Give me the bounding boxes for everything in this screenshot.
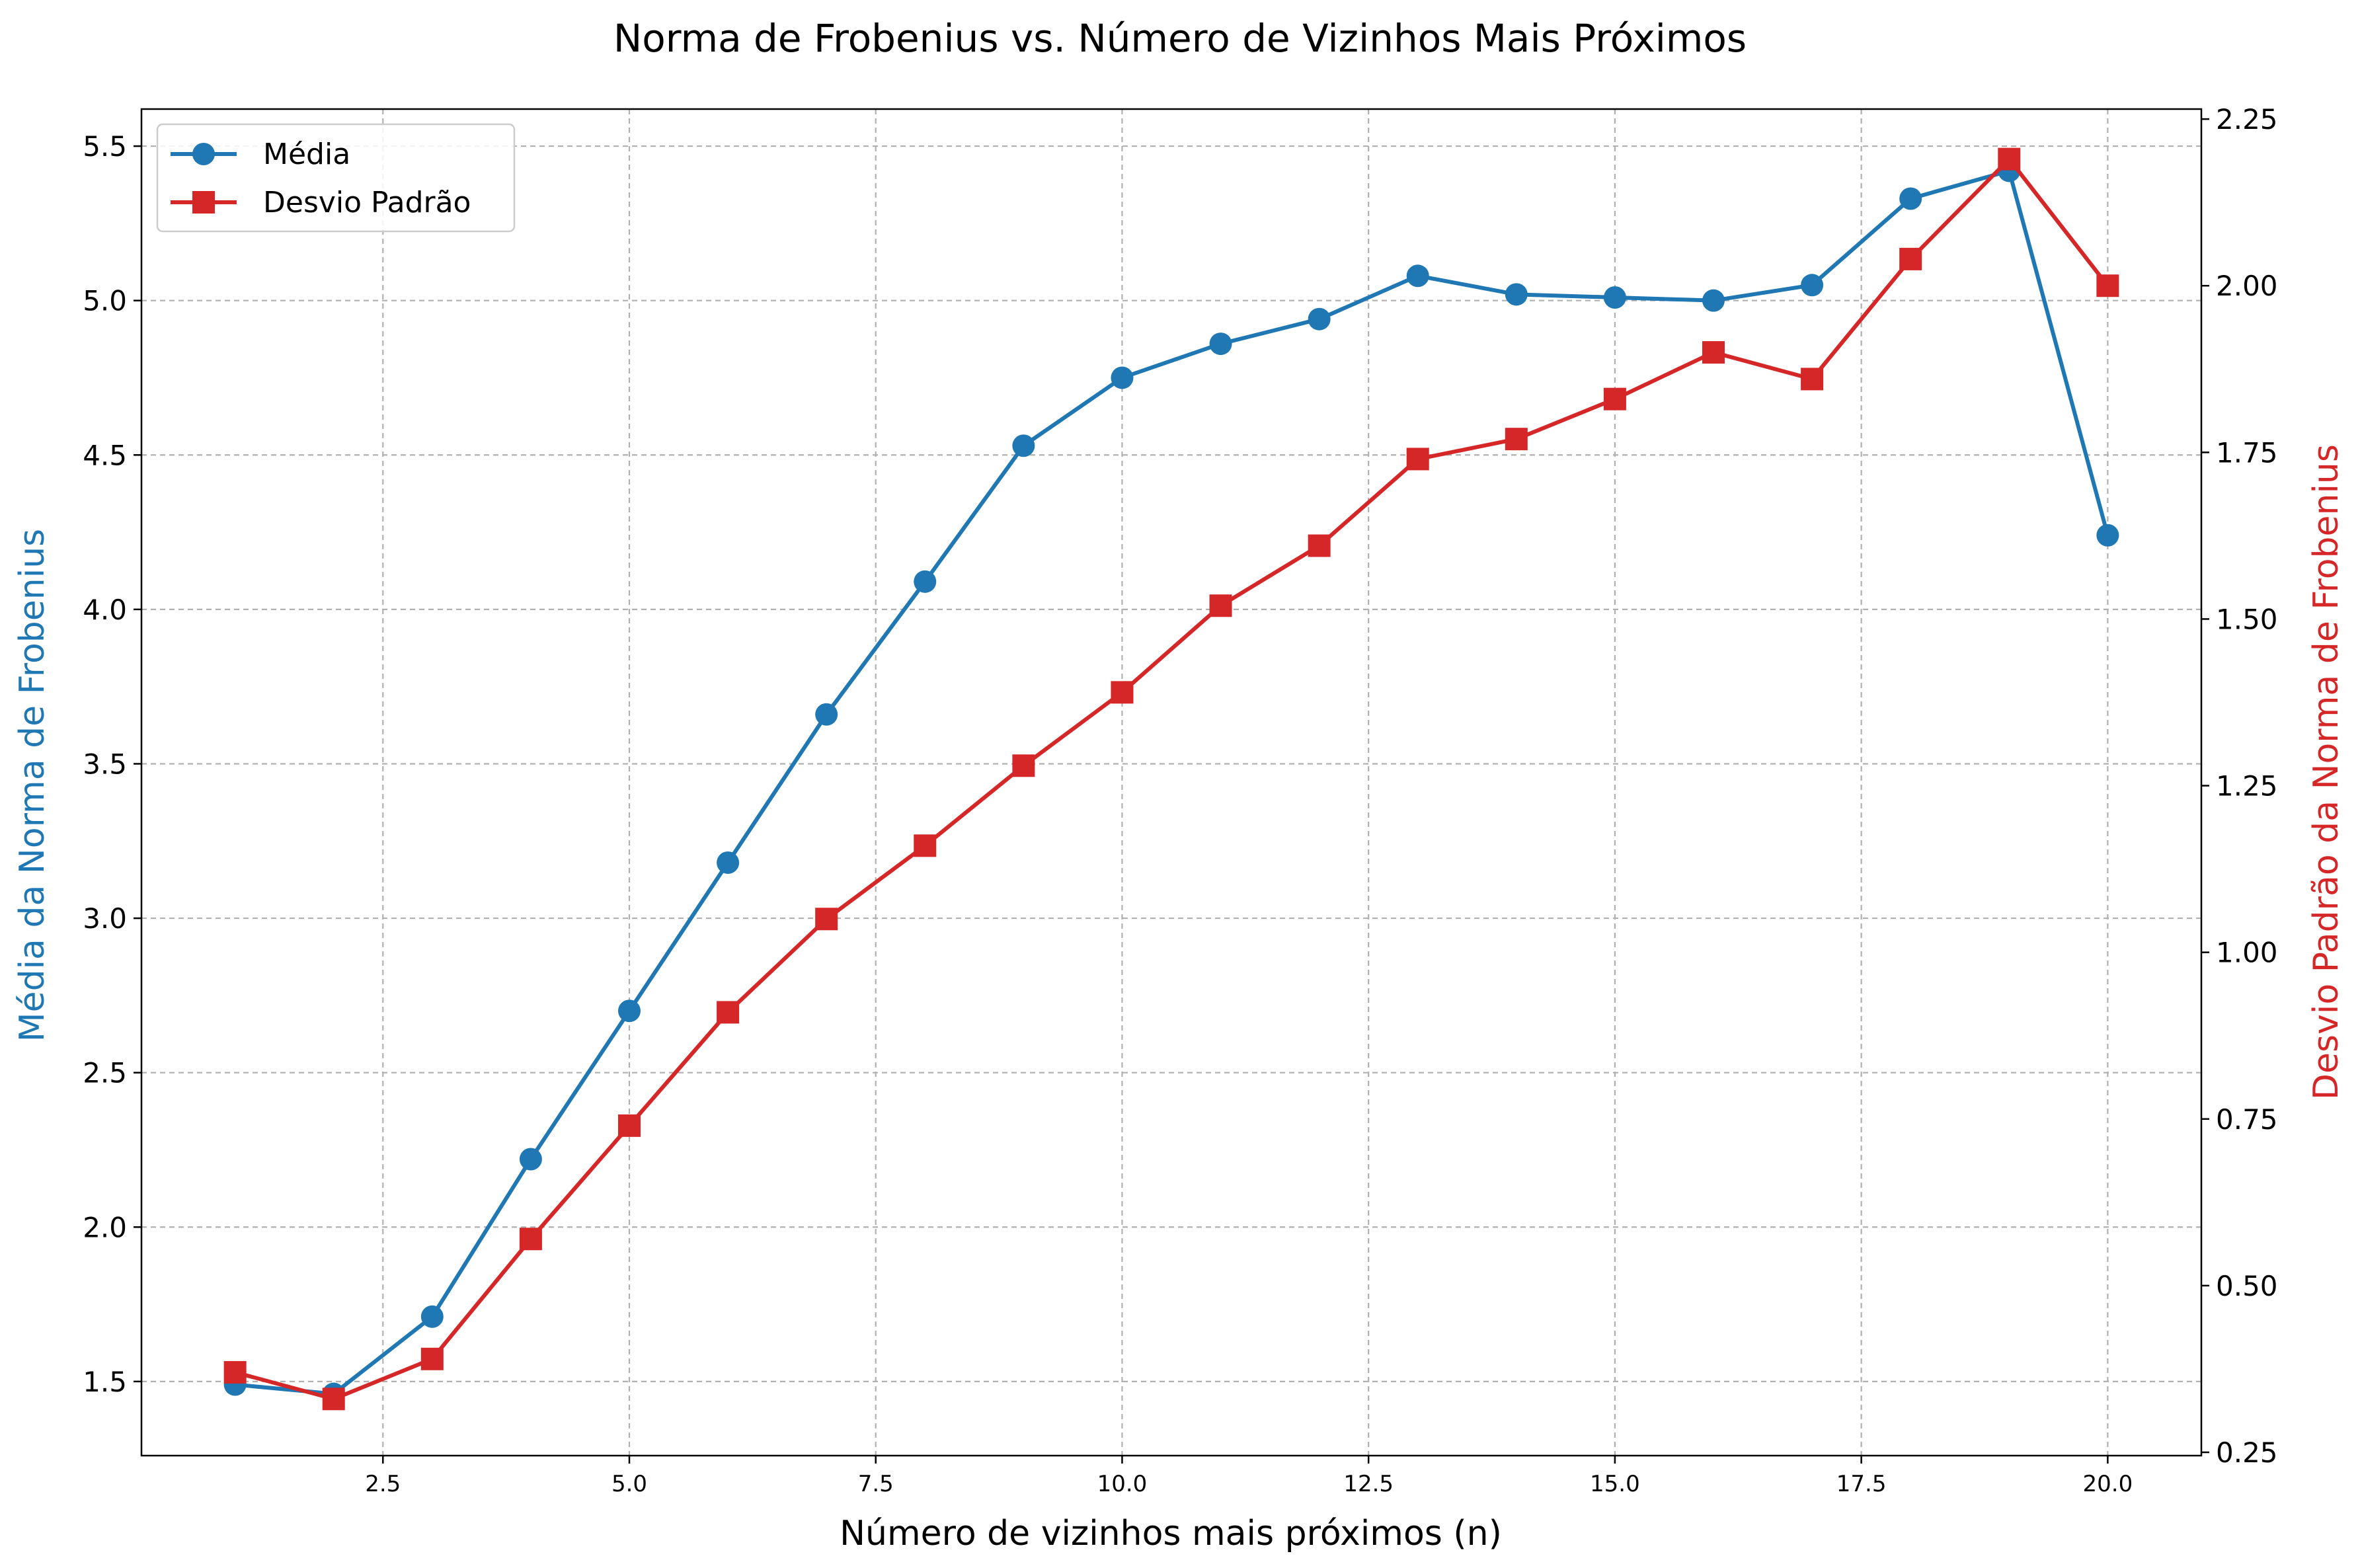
point-desvio (322, 1388, 345, 1411)
point-desvio (420, 1347, 444, 1370)
legend-marker-desvio (192, 191, 215, 214)
x-tick-label: 10.0 (1097, 1471, 1148, 1497)
point-media (2096, 524, 2119, 547)
x-tick-label: 15.0 (1590, 1471, 1640, 1497)
point-desvio (914, 834, 937, 857)
y-right-tick-label: 1.75 (2216, 436, 2278, 469)
point-media (815, 703, 838, 726)
legend-label-desvio: Desvio Padrão (263, 186, 471, 219)
x-tick-label: 17.5 (1836, 1471, 1887, 1497)
y-left-tick-label: 3.0 (83, 902, 127, 935)
point-media (1603, 286, 1626, 309)
point-desvio (618, 1114, 641, 1137)
y-left-tick-label: 4.5 (83, 439, 127, 471)
point-media (1899, 187, 1922, 210)
point-media (1505, 283, 1528, 306)
legend-box (156, 123, 516, 233)
point-media (1209, 333, 1232, 356)
y-right-tick-label: 0.75 (2216, 1103, 2278, 1136)
axes: 2.5 5.0 7.5 10.0 12.5 15.0 17.5 20.0 1.5 2.0 2.5 3.… (83, 103, 2277, 1497)
point-desvio (1998, 147, 2021, 171)
point-media (420, 1305, 444, 1328)
y-left-tick-label: 2.0 (83, 1211, 127, 1243)
y-right-tick-label: 1.00 (2216, 937, 2278, 969)
point-desvio (1899, 247, 1922, 270)
y-right-tick-label: 2.25 (2216, 103, 2278, 136)
y-left-tick-label: 4.0 (83, 594, 127, 626)
y-right-tick-label: 1.50 (2216, 603, 2278, 635)
y-right-tick-label: 1.25 (2216, 770, 2278, 803)
point-media (914, 570, 937, 593)
point-desvio (1702, 341, 1725, 364)
y-right-tick-label: 0.50 (2216, 1270, 2278, 1302)
x-tick-label: 5.0 (611, 1471, 647, 1497)
y-axis-label-left: Média da Norma de Frobenius (13, 529, 52, 1042)
point-desvio (2096, 274, 2119, 297)
point-desvio (1801, 368, 1824, 391)
grid (141, 109, 2201, 1456)
x-axis-label: Número de vizinhos mais próximos (n) (840, 1514, 1502, 1553)
legend: Média Desvio Padrão (156, 123, 516, 233)
point-desvio (1505, 428, 1528, 451)
point-media (1801, 274, 1824, 297)
chart-title: Norma de Frobenius vs. Número de Vizinho… (613, 16, 1747, 61)
point-desvio (717, 1001, 740, 1024)
x-tick-label: 7.5 (858, 1471, 894, 1497)
legend-marker-media (192, 143, 215, 165)
y-left-tick-label: 5.5 (83, 130, 127, 163)
y-left-tick-label: 5.0 (83, 285, 127, 317)
y-right-tick-label: 2.00 (2216, 270, 2278, 302)
point-media (618, 1000, 641, 1023)
plot-frame (140, 108, 2203, 1457)
x-tick-label: 12.5 (1343, 1471, 1394, 1497)
point-media (1702, 289, 1725, 312)
y-left-tick-label: 1.5 (83, 1366, 127, 1398)
point-desvio (1406, 448, 1429, 471)
series-line-media (235, 169, 2110, 1396)
series-layer (223, 147, 2119, 1411)
point-media (1012, 434, 1035, 457)
point-media (717, 851, 740, 874)
point-media (1406, 264, 1429, 288)
point-media (1111, 366, 1134, 389)
point-desvio (519, 1228, 542, 1251)
x-tick-label: 20.0 (2083, 1471, 2133, 1497)
series-line-desvio (234, 157, 2109, 1401)
point-media (1308, 307, 1331, 331)
y-axis-label-right: Desvio Padrão da Norma de Frobenius (2306, 444, 2346, 1100)
point-desvio (223, 1360, 247, 1384)
point-media (519, 1148, 542, 1171)
point-desvio (1603, 387, 1626, 411)
y-left-tick-label: 2.5 (83, 1057, 127, 1089)
point-desvio (815, 908, 838, 931)
point-desvio (1209, 594, 1232, 617)
y-right-tick-label: 0.25 (2216, 1436, 2278, 1469)
point-desvio (1308, 534, 1331, 557)
y-left-tick-label: 3.5 (83, 748, 127, 780)
point-desvio (1012, 754, 1035, 777)
point-desvio (1111, 681, 1134, 704)
legend-label-media: Média (263, 137, 350, 171)
x-tick-label: 2.5 (365, 1471, 401, 1497)
